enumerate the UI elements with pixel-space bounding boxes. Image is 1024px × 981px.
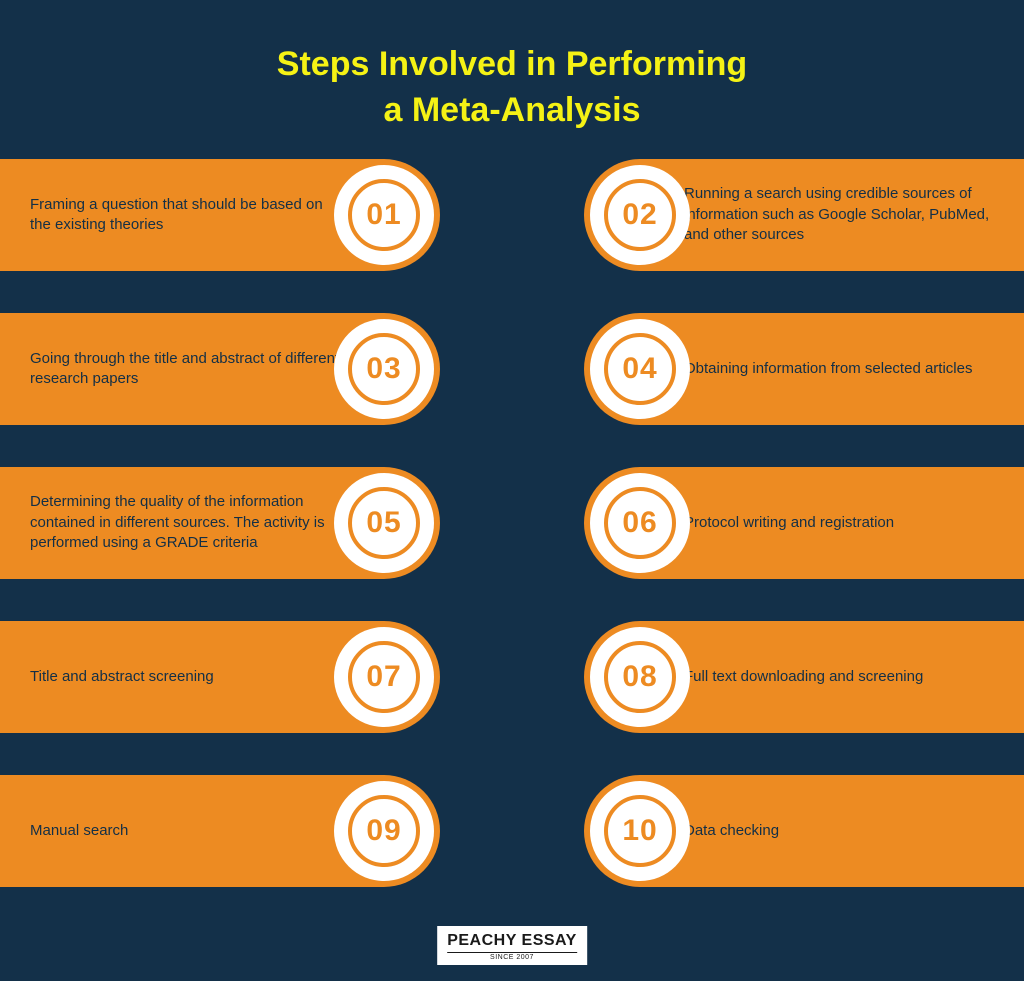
step-circle-inner-10: 10	[604, 795, 676, 867]
step-number-01: 01	[366, 198, 401, 232]
step-number-07: 07	[366, 660, 401, 694]
step-number-10: 10	[622, 814, 657, 848]
step-circle-03: 03	[334, 319, 434, 419]
step-circle-05: 05	[334, 473, 434, 573]
step-circle-inner-04: 04	[604, 333, 676, 405]
step-text-06: Protocol writing and registration	[684, 513, 894, 533]
step-circle-inner-05: 05	[348, 487, 420, 559]
step-row-3: Determining the quality of the informati…	[0, 467, 1024, 579]
footer-logo: PEACHY ESSAY SINCE 2007	[437, 926, 587, 965]
step-bar-01: Framing a question that should be based …	[0, 159, 440, 271]
step-number-08: 08	[622, 660, 657, 694]
step-circle-10: 10	[590, 781, 690, 881]
step-bar-06: 06 Protocol writing and registration	[584, 467, 1024, 579]
step-text-09: Manual search	[30, 821, 128, 841]
step-circle-08: 08	[590, 627, 690, 727]
step-text-05: Determining the quality of the informati…	[30, 492, 340, 553]
step-bar-09: Manual search 09	[0, 775, 440, 887]
step-text-01: Framing a question that should be based …	[30, 195, 340, 236]
step-circle-06: 06	[590, 473, 690, 573]
step-text-08: Full text downloading and screening	[684, 667, 923, 687]
step-circle-02: 02	[590, 165, 690, 265]
step-circle-inner-07: 07	[348, 641, 420, 713]
step-bar-04: 04 Obtaining information from selected a…	[584, 313, 1024, 425]
step-circle-09: 09	[334, 781, 434, 881]
step-circle-inner-06: 06	[604, 487, 676, 559]
step-text-03: Going through the title and abstract of …	[30, 349, 340, 390]
step-circle-inner-01: 01	[348, 179, 420, 251]
logo-main-text: PEACHY ESSAY	[447, 932, 577, 953]
step-circle-inner-09: 09	[348, 795, 420, 867]
step-text-02: Running a search using credible sources …	[684, 184, 994, 245]
step-text-10: Data checking	[684, 821, 779, 841]
step-number-03: 03	[366, 352, 401, 386]
step-bar-07: Title and abstract screening 07	[0, 621, 440, 733]
step-circle-04: 04	[590, 319, 690, 419]
step-bar-08: 08 Full text downloading and screening	[584, 621, 1024, 733]
step-circle-01: 01	[334, 165, 434, 265]
step-circle-inner-08: 08	[604, 641, 676, 713]
step-circle-inner-03: 03	[348, 333, 420, 405]
step-row-1: Framing a question that should be based …	[0, 159, 1024, 271]
step-number-04: 04	[622, 352, 657, 386]
step-number-02: 02	[622, 198, 657, 232]
title-container: Steps Involved in Performing a Meta-Anal…	[0, 0, 1024, 159]
step-bar-05: Determining the quality of the informati…	[0, 467, 440, 579]
title-line-2: a Meta-Analysis	[0, 88, 1024, 134]
step-number-09: 09	[366, 814, 401, 848]
step-row-4: Title and abstract screening 07 08 Full …	[0, 621, 1024, 733]
step-text-04: Obtaining information from selected arti…	[684, 359, 972, 379]
steps-container: Framing a question that should be based …	[0, 159, 1024, 887]
step-circle-07: 07	[334, 627, 434, 727]
step-circle-inner-02: 02	[604, 179, 676, 251]
step-bar-02: 02 Running a search using credible sourc…	[584, 159, 1024, 271]
step-number-06: 06	[622, 506, 657, 540]
step-bar-10: 10 Data checking	[584, 775, 1024, 887]
step-number-05: 05	[366, 506, 401, 540]
step-row-5: Manual search 09 10 Data checking	[0, 775, 1024, 887]
step-row-2: Going through the title and abstract of …	[0, 313, 1024, 425]
title-line-1: Steps Involved in Performing	[0, 42, 1024, 88]
step-text-07: Title and abstract screening	[30, 667, 214, 687]
step-bar-03: Going through the title and abstract of …	[0, 313, 440, 425]
logo-sub-text: SINCE 2007	[447, 954, 577, 961]
